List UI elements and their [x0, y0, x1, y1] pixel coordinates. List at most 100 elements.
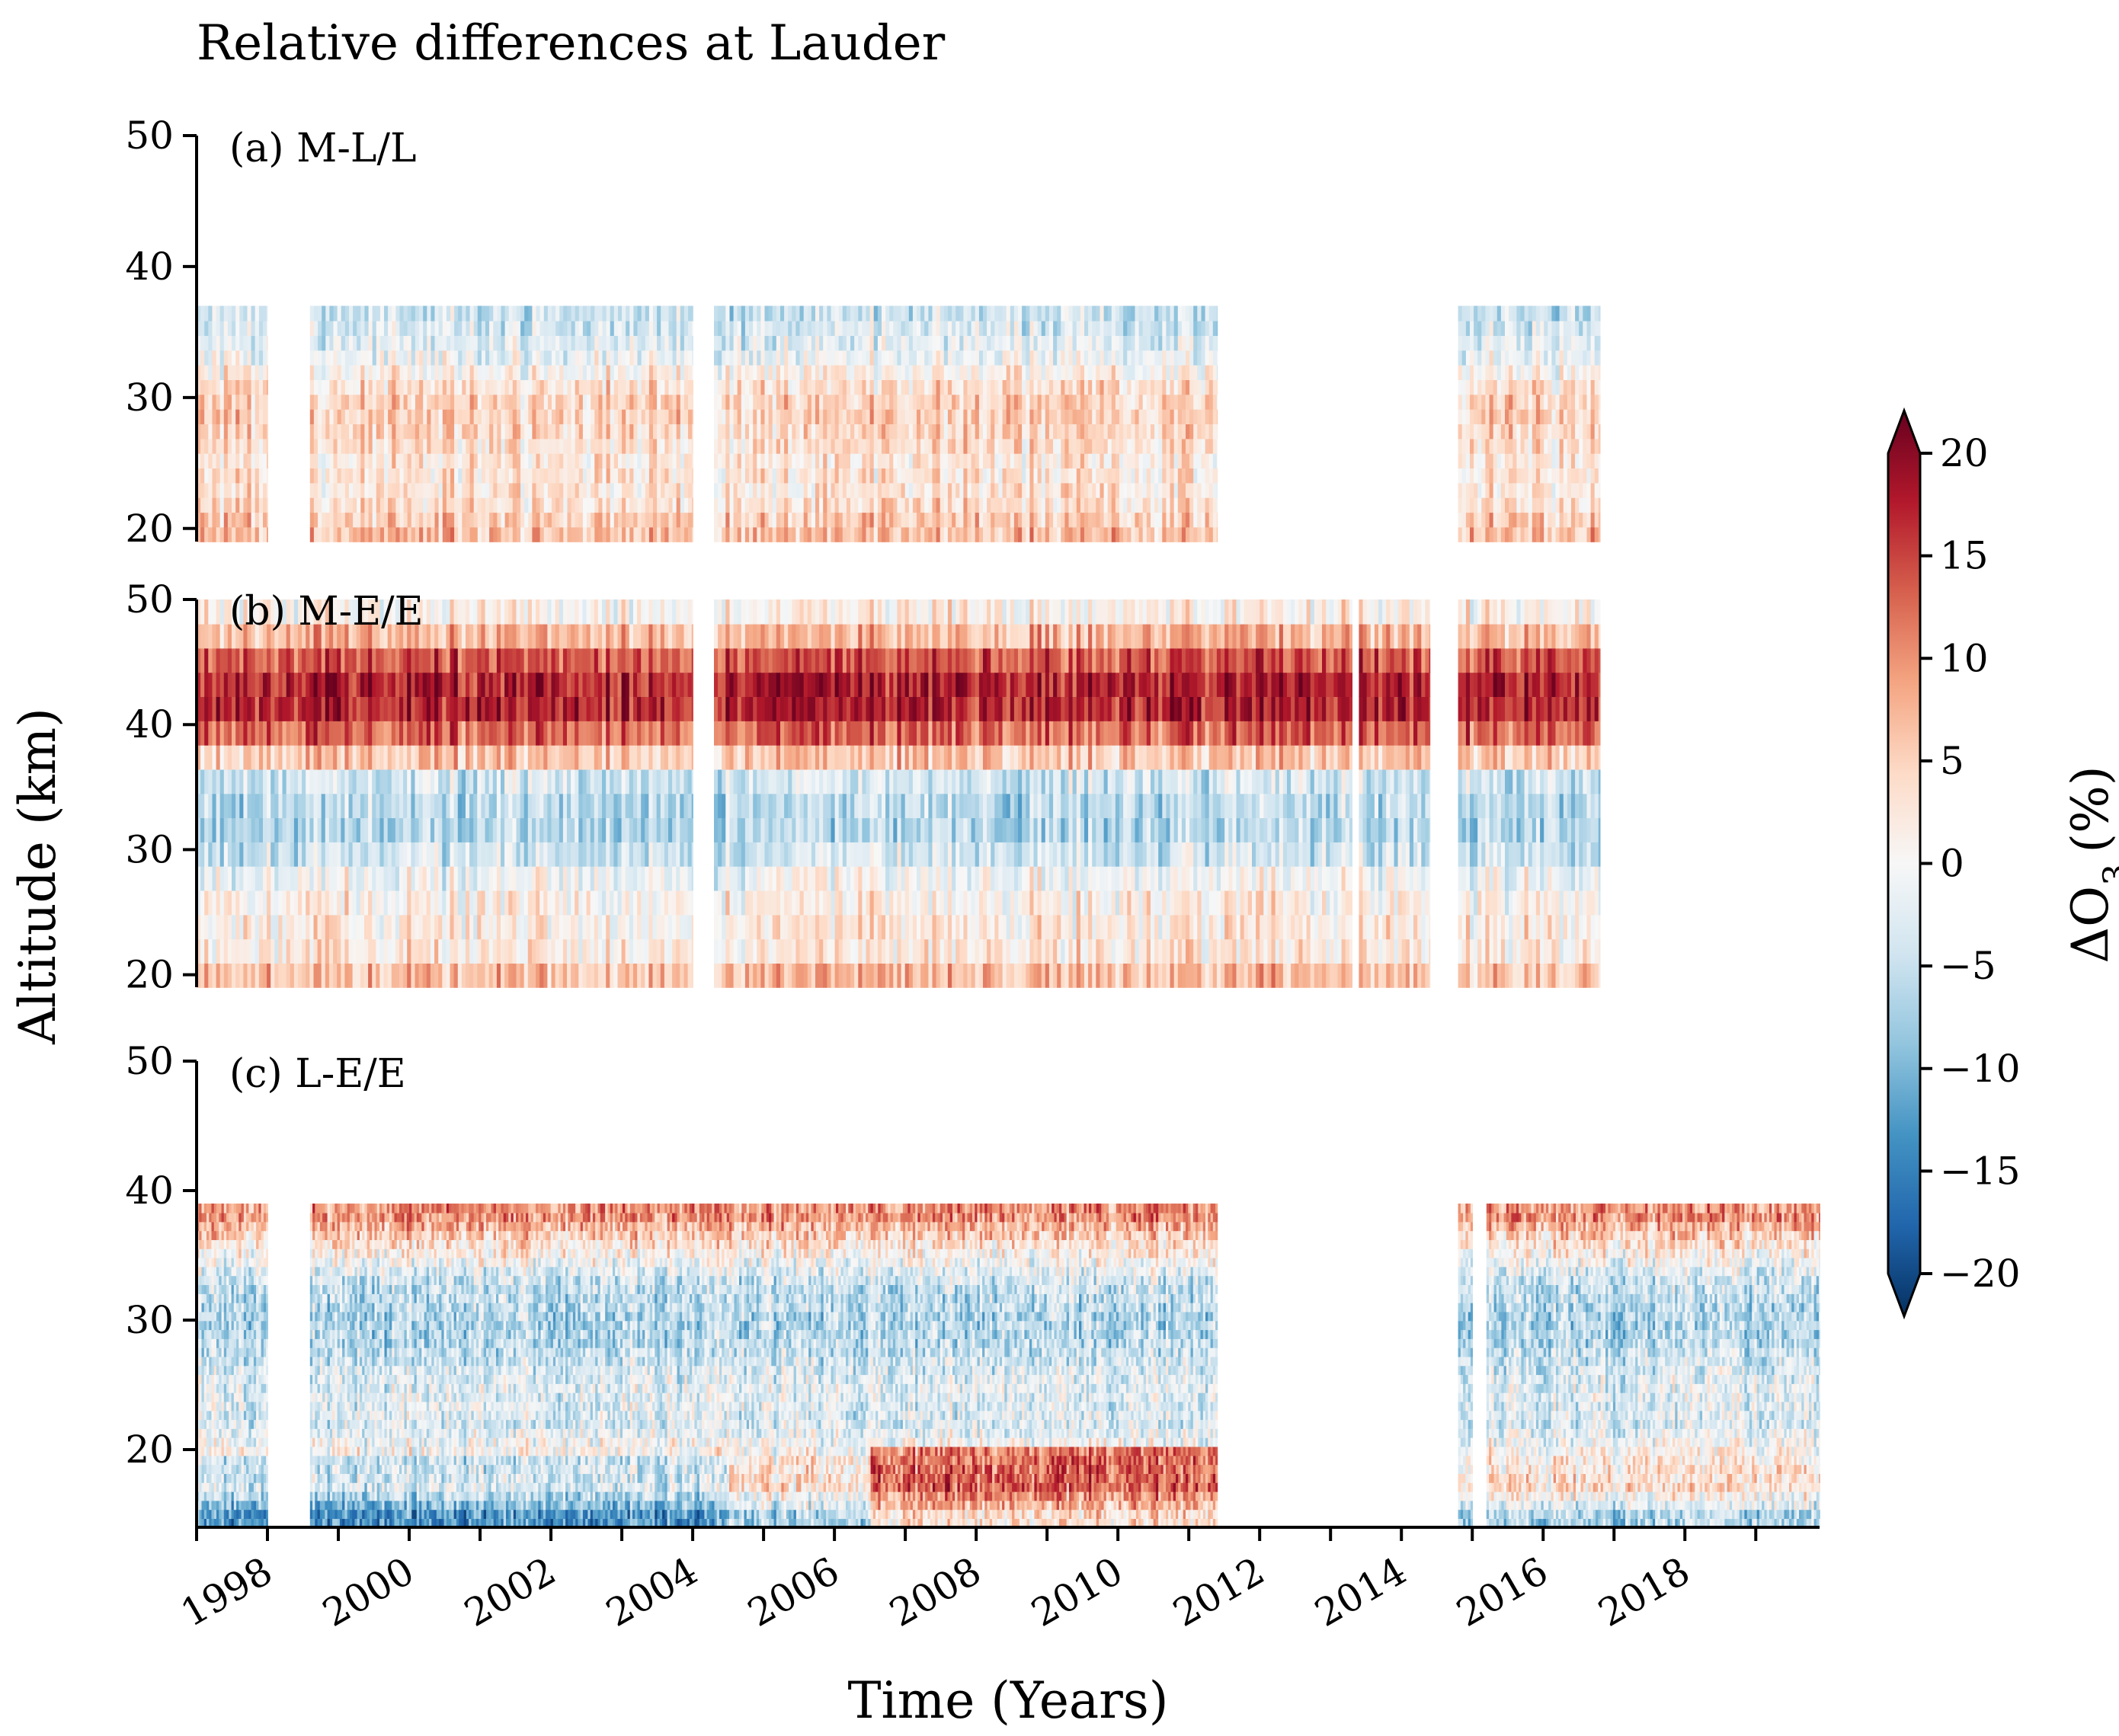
heatmap-cell [539, 424, 545, 440]
heatmap-cell [552, 497, 556, 513]
heatmap-cell [645, 305, 650, 321]
heatmap-cell [936, 364, 941, 380]
heatmap-cell [688, 394, 693, 410]
heatmap-cell [227, 408, 232, 424]
heatmap-cell [963, 350, 968, 366]
heatmap-cell [1151, 468, 1155, 484]
heatmap-cell [1458, 512, 1463, 528]
heatmap-cell [741, 497, 746, 513]
heatmap-cell [501, 424, 506, 440]
heatmap-cell [776, 468, 781, 484]
y-tick-label: 50 [125, 113, 174, 158]
heatmap-cell [776, 512, 781, 528]
heatmap-cell [216, 482, 221, 498]
heatmap-cell [780, 512, 785, 528]
heatmap-cell [223, 696, 229, 721]
heatmap-cell [1205, 482, 1210, 498]
heatmap-cell [1458, 497, 1463, 513]
heatmap-cell [258, 744, 264, 770]
heatmap-cell [862, 394, 867, 410]
heatmap-cell [438, 394, 443, 410]
heatmap-cell [606, 335, 611, 351]
heatmap-cell [683, 497, 689, 513]
heatmap-cell [602, 452, 607, 468]
heatmap-cell [1181, 335, 1186, 351]
heatmap-cell [1461, 335, 1467, 351]
heatmap-cell [846, 305, 851, 321]
heatmap-cell [329, 408, 334, 424]
heatmap-cell [657, 526, 661, 542]
heatmap-cell [1512, 379, 1518, 395]
heatmap-cell [792, 408, 797, 424]
heatmap-cell [357, 468, 362, 484]
heatmap-cell [807, 526, 812, 542]
heatmap-cell [676, 468, 681, 484]
heatmap-cell [232, 696, 236, 721]
heatmap-cell [1138, 424, 1144, 440]
heatmap-cell [1053, 438, 1058, 454]
heatmap-cell [1551, 335, 1557, 351]
heatmap-cell [936, 335, 941, 351]
heatmap-cell [952, 424, 956, 440]
heatmap-cell [1189, 497, 1194, 513]
heatmap-cell [1532, 482, 1537, 498]
heatmap-cell [1598, 468, 1601, 484]
heatmap-cell [1123, 438, 1128, 454]
heatmap-cell [815, 320, 820, 336]
heatmap-cell [407, 497, 412, 513]
heatmap-cell [532, 350, 537, 366]
heatmap-cell [243, 890, 248, 916]
heatmap-cell [243, 623, 248, 649]
heatmap-cell [219, 320, 225, 336]
heatmap-cell [532, 424, 537, 440]
heatmap-cell [1465, 379, 1471, 395]
heatmap-cell [827, 364, 832, 380]
heatmap-cell [901, 350, 906, 366]
heatmap-cell [286, 672, 291, 697]
heatmap-cell [1590, 468, 1596, 484]
heatmap-cell [1092, 512, 1097, 528]
heatmap-cell [219, 744, 225, 770]
heatmap-cell [1119, 452, 1124, 468]
heatmap-cell [247, 379, 252, 395]
heatmap-cell [1505, 468, 1509, 484]
heatmap-cell [737, 364, 742, 380]
heatmap-cell [1045, 512, 1050, 528]
heatmap-cell [344, 526, 350, 542]
heatmap-cell [912, 424, 917, 440]
heatmap-cell [318, 364, 322, 380]
heatmap-cell [290, 623, 295, 649]
heatmap-cell [1548, 379, 1553, 395]
heatmap-cell [928, 526, 933, 542]
heatmap-cell [329, 364, 334, 380]
heatmap-cell [469, 320, 475, 336]
heatmap-cell [672, 512, 677, 528]
heatmap-cell [1154, 320, 1159, 336]
heatmap-cell [827, 350, 832, 366]
heatmap-cell [768, 364, 773, 380]
heatmap-cell [877, 305, 882, 321]
heatmap-cell [827, 438, 832, 454]
heatmap-cell [877, 364, 882, 380]
heatmap-cell [508, 394, 514, 410]
heatmap-cell [512, 438, 517, 454]
heatmap-cell [598, 438, 603, 454]
heatmap-cell [780, 394, 785, 410]
heatmap-cell [1018, 379, 1023, 395]
heatmap-cell [917, 320, 921, 336]
heatmap-cell [508, 320, 514, 336]
heatmap-cell [1170, 394, 1175, 410]
heatmap-cell [823, 379, 828, 395]
heatmap-cell [967, 350, 972, 366]
heatmap-cell [368, 482, 373, 498]
heatmap-cell [807, 438, 812, 454]
heatmap-cell [1583, 482, 1588, 498]
heatmap-cell [458, 468, 463, 484]
heatmap-cell [438, 512, 443, 528]
heatmap-cell [920, 364, 925, 380]
heatmap-cell [668, 394, 674, 410]
heatmap-cell [1505, 408, 1509, 424]
heatmap-cell [987, 526, 991, 542]
heatmap-cell [610, 364, 615, 380]
heatmap-cell [760, 512, 766, 528]
